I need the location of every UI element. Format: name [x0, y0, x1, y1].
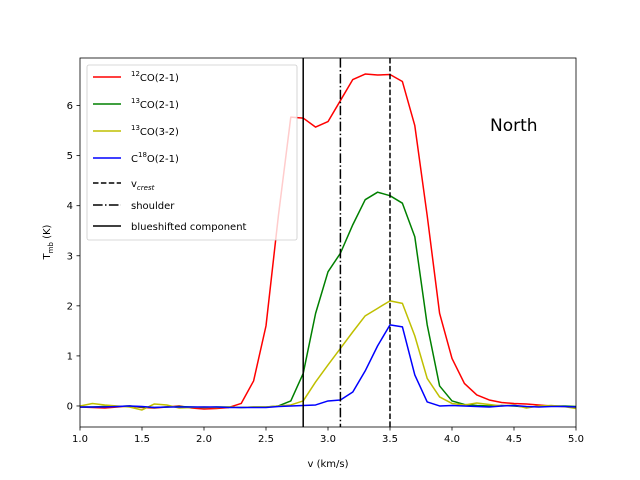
y-tick-label: 6	[67, 101, 73, 112]
legend-label: C18O(2-1)	[131, 151, 179, 165]
x-tick-label: 1.0	[72, 434, 88, 445]
legend-entry: vcrest	[93, 179, 155, 192]
annotation-north: North	[490, 116, 538, 136]
y-tick-label: 0	[67, 401, 73, 412]
legend: 12CO(2-1) 13CO(2-1) 13CO(3-2) C18O(2-1) vcre…	[86, 64, 298, 241]
plot-area	[80, 58, 576, 427]
legend-entry: 13CO(2-1)	[93, 97, 179, 111]
x-tick-label: 4.5	[506, 434, 522, 445]
y-tick-label: 5	[67, 151, 73, 162]
x-tick-label: 3.0	[320, 434, 336, 445]
legend-entry: 12CO(2-1)	[93, 70, 179, 84]
y-tick-label: 3	[67, 251, 73, 262]
legend-label: shoulder	[131, 201, 175, 212]
x-tick-label: 1.5	[134, 434, 150, 445]
y-tick-label: 4	[67, 201, 73, 212]
legend-entry: shoulder	[93, 201, 175, 212]
legend-label: 13CO(3-2)	[131, 124, 179, 138]
legend-entry: C18O(2-1)	[93, 151, 179, 165]
x-tick-label: 4.0	[444, 434, 460, 445]
x-tick-label: 2.5	[258, 434, 274, 445]
y-tick-label: 1	[67, 351, 73, 362]
legend-label: 12CO(2-1)	[131, 70, 179, 84]
legend-entry: blueshifted component	[93, 222, 247, 233]
legend-label: blueshifted component	[131, 222, 247, 233]
ticks: 1.0 1.5 2.0 2.5 3.0 3.5 4.0 4.5 5.0 0 1 2 3 4 5 6	[67, 101, 584, 445]
legend-label: 13CO(2-1)	[131, 97, 179, 111]
x-tick-label: 2.0	[196, 434, 212, 445]
legend-frame	[86, 64, 298, 241]
series-line-3	[80, 324, 576, 409]
y-axis-label: Tmb (K)	[42, 224, 55, 260]
x-tick-label: 5.0	[568, 434, 584, 445]
legend-label: vcrest	[131, 179, 155, 192]
legend-entry: 13CO(3-2)	[93, 124, 179, 138]
y-tick-label: 2	[67, 301, 73, 312]
x-tick-label: 3.5	[382, 434, 398, 445]
series-line-2	[80, 300, 576, 411]
x-axis-label: v (km/s)	[307, 459, 348, 470]
